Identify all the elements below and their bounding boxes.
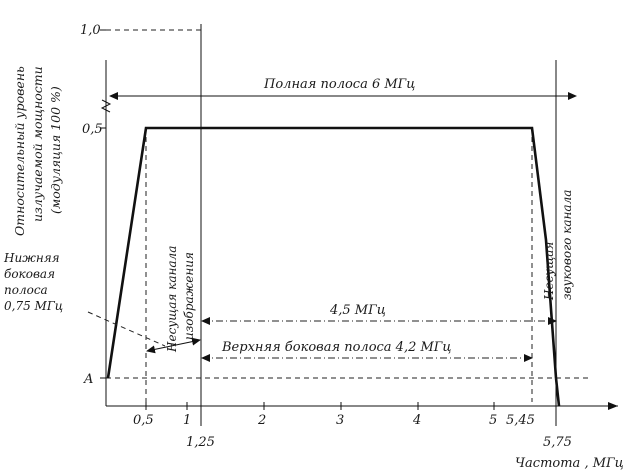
- x-axis-label: Частота , МГц: [515, 456, 624, 471]
- x-tick-label: 3: [336, 413, 344, 428]
- x-axis-arrowhead: [608, 402, 618, 410]
- sound-carrier-label-line-2: звукового канала: [560, 190, 574, 300]
- x-tick-label: 0,5: [133, 413, 154, 428]
- x-tick-label: 4: [412, 413, 421, 428]
- video-carrier-label-line-2: изображения: [182, 252, 196, 340]
- y-axis-title-line-1: Относительный уровень: [12, 66, 27, 236]
- y-tick-label-top: 1,0: [80, 23, 101, 38]
- y-tick-label-low: A: [83, 372, 93, 387]
- x-tick-label: 1: [183, 413, 191, 428]
- y-axis-break-mark: [100, 99, 112, 113]
- y-axis-title-line-2: излучаемой мощности: [30, 66, 45, 222]
- lower-sideband-label: Нижняя боковая полоса 0,75 МГц: [3, 251, 63, 313]
- full-band-label: Полная полоса 6 МГц: [263, 77, 415, 92]
- upper-sideband-label: Верхняя боковая полоса 4,2 МГц: [221, 340, 451, 355]
- band-4-5-label: 4,5 МГц: [329, 303, 386, 318]
- sound-carrier-label-line-1: Несущая: [542, 242, 556, 301]
- lower-sideband-arrow: [146, 337, 201, 354]
- lower-sideband-leader: [87, 311, 166, 347]
- x-tick-label: 5: [489, 413, 497, 428]
- x-tick-label: 2: [257, 413, 266, 428]
- x-tick-label: 5,45: [506, 413, 535, 428]
- sound-carrier-spike: [554, 377, 561, 407]
- video-carrier-label-line-1: Несущая канала: [165, 246, 179, 353]
- y-axis-title-line-3: (модуляция 100 %): [48, 86, 63, 214]
- y-tick-label-mid: 0,5: [82, 122, 103, 137]
- x-tick-label-below: 1,25: [186, 435, 215, 450]
- x-tick-label-below: 5,75: [543, 435, 572, 450]
- spectrum-outline: [106, 126, 558, 379]
